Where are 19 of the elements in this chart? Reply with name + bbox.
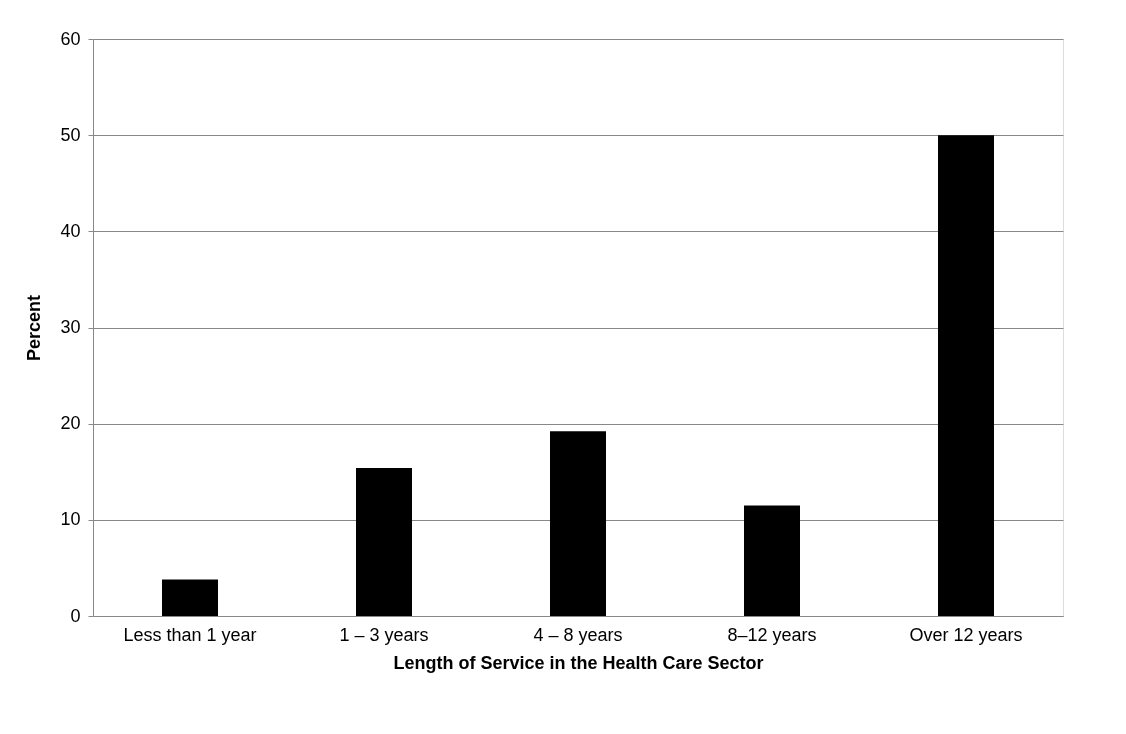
y-axis-title: Percent <box>24 294 45 362</box>
y-tick-label: 40 <box>60 220 81 241</box>
x-tick-label: Over 12 years <box>909 624 1023 645</box>
x-tick-label: 4 – 8 years <box>533 624 623 645</box>
x-axis-title: Length of Service in the Health Care Sector <box>393 652 764 673</box>
y-tick-label: 0 <box>70 605 81 626</box>
y-tick-label: 20 <box>60 413 81 434</box>
y-tick-label: 30 <box>60 317 81 337</box>
bar <box>938 135 994 616</box>
x-tick-label: 8–12 years <box>727 624 817 645</box>
y-tick-label: 50 <box>60 124 81 145</box>
bar <box>356 467 412 616</box>
x-tick-label: 1 – 3 years <box>339 624 429 645</box>
y-tick-label: 10 <box>60 509 81 530</box>
x-tick-label: Less than 1 year <box>123 624 257 645</box>
bar <box>550 431 606 616</box>
y-tick-label: 60 <box>60 28 81 49</box>
bar <box>744 505 800 616</box>
bar <box>162 579 218 616</box>
